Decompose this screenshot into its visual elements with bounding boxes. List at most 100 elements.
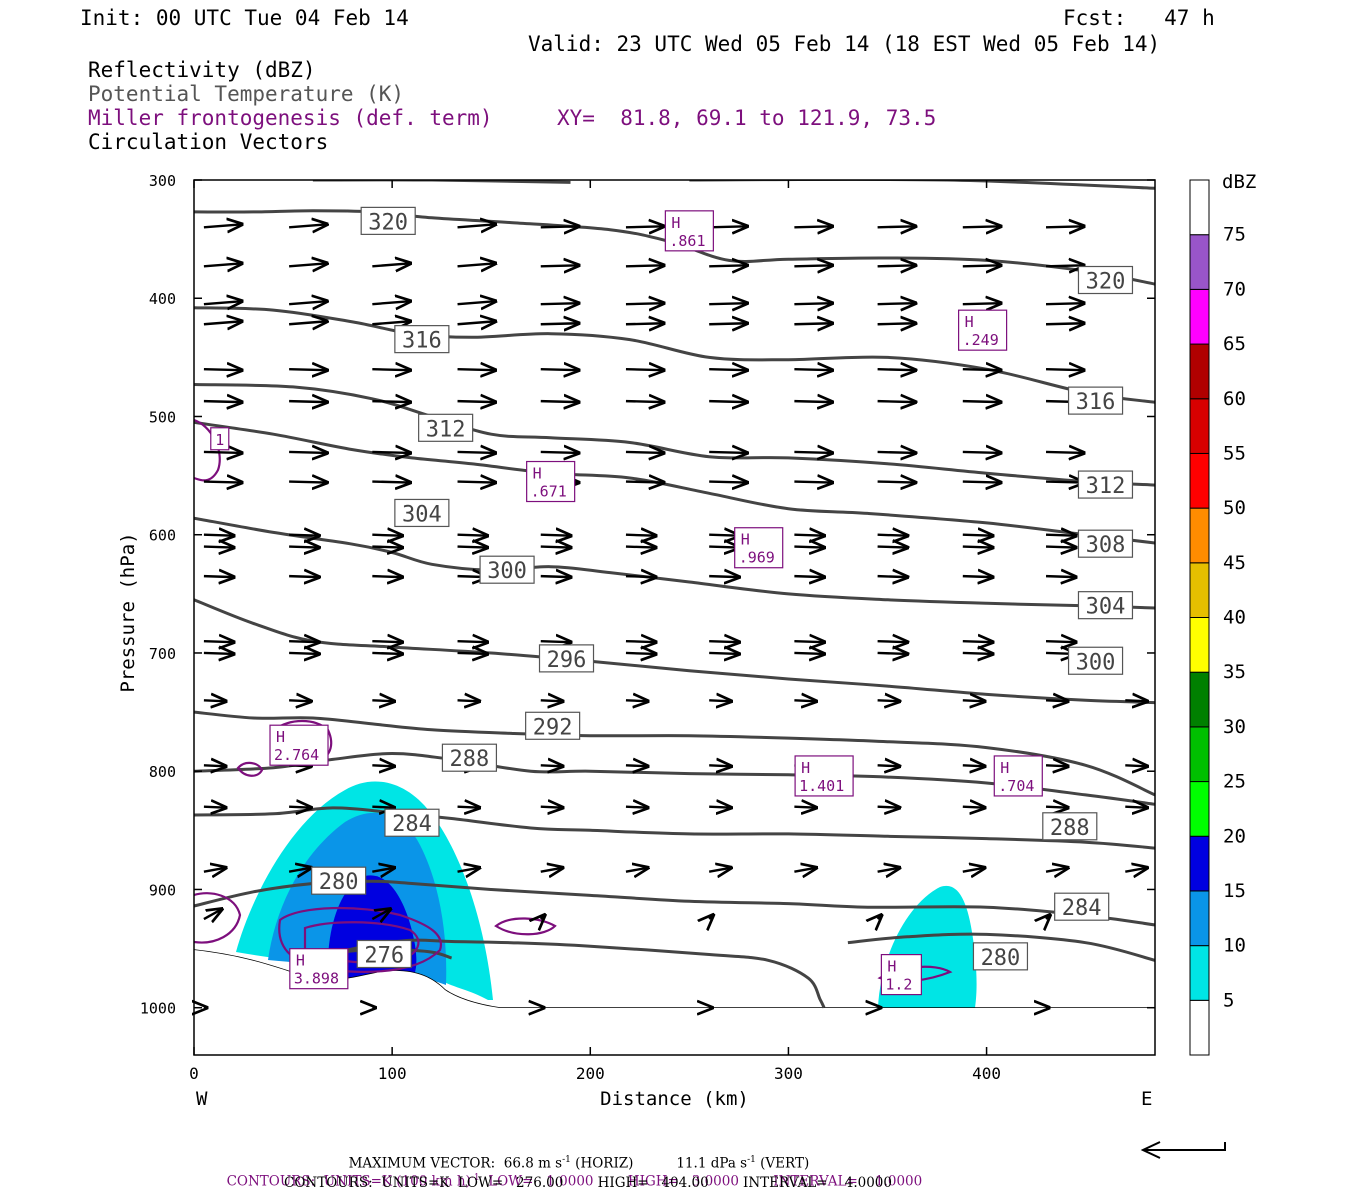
field-reflectivity: Reflectivity (dBZ): [88, 58, 316, 82]
colorbar-swatch: [1189, 398, 1210, 454]
circulation-vector: [289, 224, 327, 227]
theta-label: 296: [547, 648, 587, 673]
colorbar-swatch: [1189, 726, 1210, 783]
theta-label-box: [538, 644, 595, 673]
circulation-vector: [794, 265, 832, 266]
colorbar-tick-label: 10: [1223, 935, 1246, 957]
frontogenesis-high-value: .969: [739, 549, 775, 567]
footer-contours-frontogenesis: CONTOURS: UNITS=K (100 km h)-1 LOW= 1.00…: [218, 1157, 923, 1190]
circulation-vector: [289, 807, 311, 808]
circulation-vector: [708, 868, 731, 872]
circulation-vector: [1125, 868, 1147, 872]
init-time: Init: 00 UTC Tue 04 Feb 14: [80, 6, 409, 30]
theta-label-box: [1042, 812, 1098, 841]
circulation-vector: [709, 265, 747, 266]
circulation-vector: [794, 868, 816, 872]
circulation-vector: [962, 641, 993, 642]
frontogenesis-high-marker: H: [671, 214, 680, 232]
y-tick-label: 700: [149, 645, 176, 663]
theta-label-box: [441, 743, 498, 772]
circulation-vector: [1045, 323, 1084, 324]
theta-label-box: [1077, 470, 1134, 499]
colorbar-tick-label: 70: [1223, 278, 1246, 300]
theta-label: 308: [1086, 533, 1126, 558]
x-tick-label: 100: [378, 1064, 407, 1083]
circulation-vector: [372, 807, 394, 808]
theta-label-box: [311, 866, 367, 895]
frontogenesis-label-box: [210, 427, 230, 451]
circulation-vector: [877, 452, 916, 453]
circulation-vector: [962, 482, 1001, 483]
terrain-mask: [194, 950, 1155, 1055]
circulation-vector: [794, 482, 832, 483]
frontogenesis-high-value: 1.401: [799, 777, 844, 795]
circulation-vector: [709, 303, 747, 304]
theta-contour-292: [194, 751, 1155, 806]
theta-label-box: [479, 555, 535, 584]
circulation-vector: [877, 641, 908, 642]
circulation-vector: [372, 641, 402, 642]
circulation-vector: [877, 765, 900, 766]
circulation-vector: [289, 482, 327, 483]
circulation-vector: [457, 868, 480, 872]
circulation-vector: [625, 226, 664, 227]
circulation-vector: [203, 700, 226, 701]
circulation-vector: [457, 535, 488, 536]
frontogenesis-contour: [194, 892, 242, 944]
circulation-vector: [288, 868, 311, 872]
valid-time: Valid: 23 UTC Wed 05 Feb 14 (18 EST Wed …: [528, 32, 1161, 56]
circulation-vector: [289, 653, 319, 654]
theta-label: 316: [402, 329, 442, 354]
circulation-vector: [372, 301, 410, 304]
circulation-vector: [540, 765, 563, 766]
frontogenesis-high-marker: H: [801, 759, 810, 777]
frontogenesis-label: 1: [215, 431, 224, 449]
circulation-vector: [540, 535, 571, 536]
circulation-vector: [1045, 452, 1084, 453]
colorbar-below-min: [1189, 999, 1210, 1056]
west-label: W: [196, 1088, 208, 1110]
circulation-vector: [540, 265, 579, 266]
frontogenesis-high-value: .249: [963, 331, 999, 349]
max-vector-exp2: -1: [747, 1155, 756, 1165]
circulation-vector: [962, 576, 993, 577]
frontogenesis-label-box: [664, 210, 714, 252]
circulation-vector: [203, 482, 242, 483]
max-vector-exp1: -1: [562, 1155, 571, 1165]
theta-contour-300: [194, 598, 1155, 705]
theta-label-box: [525, 711, 581, 740]
circulation-vector: [709, 323, 747, 324]
circulation-vector: [625, 323, 664, 324]
forecast-hour: Fcst: 47 h: [1063, 6, 1215, 30]
theta-label: 284: [392, 812, 432, 837]
y-tick-label: 400: [149, 290, 176, 308]
fronto-contours-exp: -1: [470, 1173, 480, 1183]
theta-label-box: [972, 942, 1029, 971]
circulation-vector: [1045, 535, 1076, 536]
east-label: E: [1141, 1088, 1152, 1110]
circulation-vector: [877, 323, 916, 324]
field-frontogenesis: Miller frontogenesis (def. term): [88, 106, 493, 130]
colorbar-swatch: [1189, 288, 1210, 345]
colorbar-tick-label: 65: [1223, 333, 1246, 355]
colorbar-tick-label: 50: [1223, 497, 1246, 519]
frontogenesis-high-marker: H: [1000, 759, 1009, 777]
circulation-vector: [794, 807, 816, 808]
circulation-vector: [372, 401, 410, 402]
circulation-vector: [877, 547, 908, 548]
circulation-vector: [372, 765, 394, 766]
circulation-vector: [1045, 765, 1068, 766]
theta-label-box: [394, 498, 450, 528]
circulation-vector: [203, 452, 242, 453]
circulation-vector: [289, 263, 327, 266]
circulation-vector: [457, 263, 496, 266]
fronto-contours-part2: LOW= 1.0000 HIGH= 3.0000 INTERVAL= 1.000…: [479, 1173, 923, 1190]
circulation-vector: [540, 868, 563, 872]
circulation-vector: [203, 535, 234, 536]
circulation-vector: [540, 547, 571, 548]
theta-label: 320: [1086, 270, 1126, 295]
circulation-vector: [540, 323, 579, 324]
theta-label: 288: [450, 747, 490, 772]
theta-label-box: [360, 206, 416, 235]
